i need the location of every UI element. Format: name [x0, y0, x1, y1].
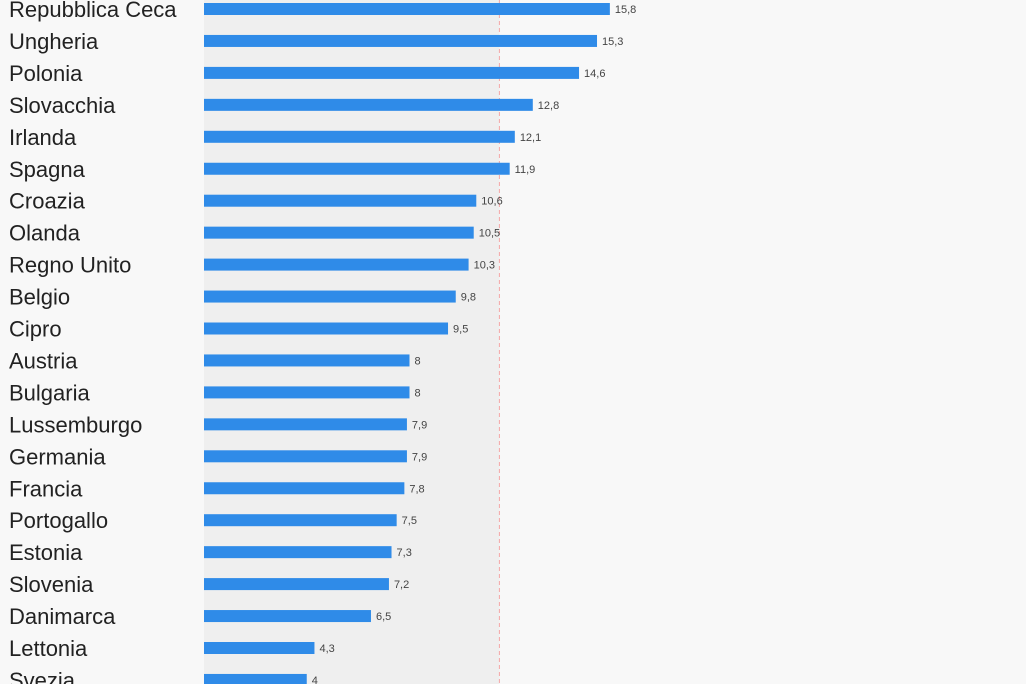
value-label: 12,1: [520, 132, 541, 144]
value-label: 6,5: [376, 611, 391, 623]
category-label: Francia: [9, 476, 83, 501]
bar: [204, 194, 477, 207]
category-label: Belgio: [9, 285, 70, 310]
shaded-band: [204, 0, 500, 684]
category-label: Cipro: [9, 317, 62, 342]
category-label: Regno Unito: [9, 253, 131, 278]
bar: [204, 258, 469, 271]
value-label: 8: [415, 355, 421, 367]
value-label: 10,6: [481, 196, 502, 208]
category-label: Danimarca: [9, 604, 116, 629]
value-label: 12,8: [538, 100, 559, 112]
bar: [204, 386, 410, 399]
category-label: Ungheria: [9, 29, 99, 54]
bar: [204, 482, 405, 495]
bar: [204, 3, 610, 15]
category-label: Germania: [9, 444, 106, 469]
bar: [204, 514, 397, 527]
bar: [204, 130, 515, 143]
category-label: Portogallo: [9, 508, 108, 533]
value-label: 7,9: [412, 451, 427, 463]
value-label: 4: [312, 675, 318, 684]
category-label: Austria: [9, 348, 78, 373]
category-label: Polonia: [9, 61, 83, 86]
bar: [204, 98, 533, 111]
bar: [204, 322, 449, 335]
value-label: 7,2: [394, 579, 409, 591]
category-label: Olanda: [9, 221, 81, 246]
value-label: 9,8: [461, 292, 476, 304]
value-label: 7,5: [402, 515, 417, 527]
value-label: 11,9: [515, 164, 536, 176]
category-label: Croazia: [9, 189, 86, 214]
bar: [204, 546, 392, 559]
value-label: 9,5: [453, 324, 468, 336]
bar: [204, 34, 598, 47]
value-label: 7,8: [409, 483, 424, 495]
bar: [204, 673, 307, 684]
value-label: 4,3: [319, 643, 334, 655]
category-label: Bulgaria: [9, 380, 90, 405]
category-label: Svezia: [9, 668, 76, 684]
category-label: Slovenia: [9, 572, 94, 597]
bar: [204, 66, 580, 79]
category-label: Lettonia: [9, 636, 88, 661]
category-label: Slovacchia: [9, 93, 116, 118]
value-label: 7,3: [397, 547, 412, 559]
bar: [204, 578, 389, 591]
category-label: Estonia: [9, 540, 83, 565]
value-label: 14,6: [584, 68, 605, 80]
bar: [204, 290, 456, 303]
value-label: 7,9: [412, 419, 427, 431]
value-label: 15,3: [602, 36, 623, 48]
bar: [204, 642, 315, 654]
value-label: 8: [415, 387, 421, 399]
category-label: Lussemburgo: [9, 412, 142, 437]
category-label: Irlanda: [9, 125, 77, 150]
bar: [204, 162, 510, 175]
bar: [204, 610, 371, 623]
category-label: Repubblica Ceca: [9, 0, 177, 22]
value-label: 15,8: [615, 4, 636, 16]
category-label: Spagna: [9, 157, 86, 182]
bar: [204, 418, 407, 431]
bar: [204, 354, 410, 367]
bar: [204, 450, 407, 463]
value-label: 10,5: [479, 228, 500, 240]
value-label: 10,3: [474, 260, 495, 272]
bar: [204, 226, 474, 239]
